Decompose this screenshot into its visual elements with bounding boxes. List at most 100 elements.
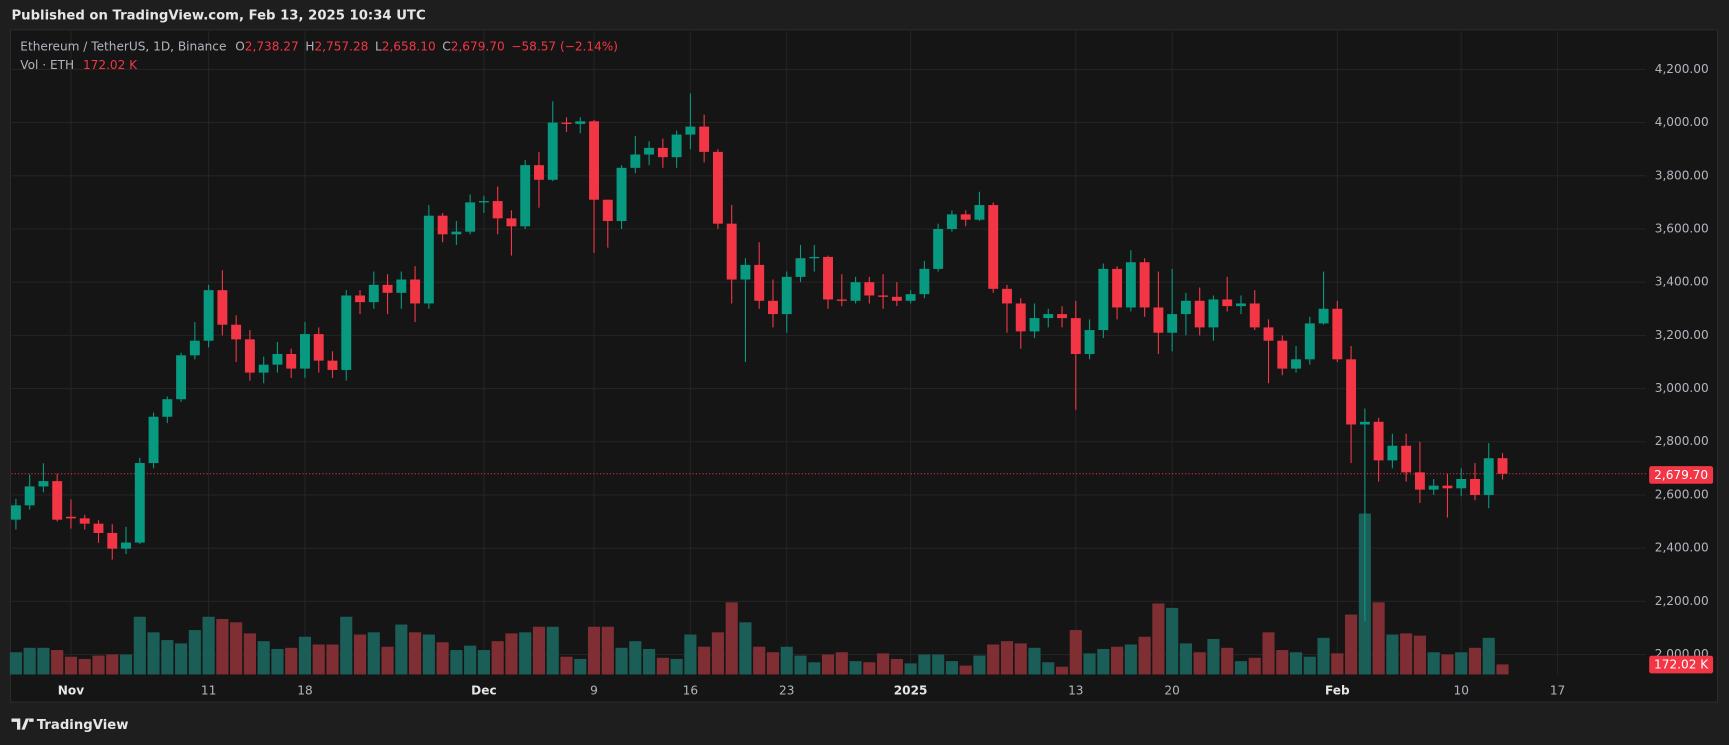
volume-bar	[1124, 644, 1137, 675]
price-label: 2,679.70	[1654, 468, 1708, 482]
volume-bar	[285, 647, 298, 675]
y-tick-label: 2,800.00	[1655, 434, 1709, 448]
volume-bar	[23, 647, 36, 675]
volume-bar	[1482, 637, 1495, 675]
candle-body	[520, 165, 531, 227]
candle-body	[244, 339, 255, 373]
volume-bar	[560, 656, 573, 675]
candle-body	[286, 353, 297, 369]
ohlc-value: 2,757.28	[314, 39, 368, 53]
volume-bar	[436, 642, 449, 675]
y-tick-label: 3,800.00	[1655, 168, 1709, 182]
volume-bar	[147, 632, 160, 675]
candle-body	[382, 284, 393, 293]
candle-body	[1153, 307, 1164, 333]
candle-body	[1277, 340, 1288, 369]
candle-body	[561, 122, 572, 124]
volume-bar	[1468, 647, 1482, 675]
candle-body	[1070, 318, 1081, 354]
y-tick-label: 3,400.00	[1655, 275, 1709, 289]
candle-body	[891, 296, 902, 301]
ohlc-value: 2,679.70	[451, 39, 505, 53]
volume-bar	[298, 636, 312, 675]
volume-bar	[257, 641, 270, 675]
candle-body	[341, 295, 352, 370]
candle-body	[121, 542, 131, 549]
volume-bar	[1055, 666, 1069, 675]
candle-body	[1194, 300, 1205, 328]
volume-bar	[395, 624, 408, 675]
candle-body	[1359, 421, 1370, 425]
volume-bar	[1193, 652, 1206, 675]
candle-body	[616, 167, 627, 222]
volume-bar	[1427, 652, 1440, 675]
volume-bar	[725, 602, 738, 675]
volume-bar	[959, 665, 972, 675]
volume-bar	[615, 647, 628, 675]
volume-bar	[78, 658, 91, 675]
candle-body	[1442, 485, 1453, 489]
volume-bar	[684, 634, 697, 675]
candle-body	[258, 364, 269, 373]
candle-body	[1332, 308, 1343, 360]
volume-bar	[987, 644, 1000, 675]
x-tick-label: Feb	[1325, 683, 1350, 697]
volume-bar	[890, 658, 903, 675]
candle-body	[1015, 303, 1026, 332]
candle-body	[878, 295, 889, 297]
x-tick-label: Nov	[58, 683, 84, 697]
volume-bar	[546, 626, 559, 675]
candle-body	[52, 481, 63, 520]
candle-body	[1002, 288, 1012, 304]
candle-body	[465, 202, 476, 232]
volume-bar	[904, 663, 917, 675]
volume-bar	[1207, 638, 1220, 675]
y-tick-label: 3,000.00	[1655, 381, 1709, 395]
x-tick-label: 20	[1164, 683, 1179, 697]
volume-bar	[753, 646, 766, 675]
candle-body	[575, 121, 586, 124]
volume-bar	[9, 652, 22, 675]
candle-body	[534, 165, 544, 180]
candle-body	[313, 334, 324, 361]
volume-bar	[877, 653, 890, 675]
volume-bar	[849, 661, 862, 675]
candle-body	[933, 228, 944, 269]
volume-bar	[450, 650, 463, 675]
candle-body	[602, 199, 613, 222]
volume-bar	[409, 632, 422, 675]
candle-body	[754, 264, 765, 301]
y-tick-label: 4,000.00	[1655, 115, 1709, 129]
volume-bar	[505, 633, 518, 675]
candle-body	[93, 523, 104, 533]
volume-bar	[587, 626, 601, 675]
candle-body	[589, 121, 599, 200]
change: −58.57 (−2.14%)	[511, 39, 618, 53]
y-tick-label: 2,200.00	[1655, 594, 1709, 608]
volume-legend: Vol · ETH 172.02 K	[20, 58, 138, 72]
volume-bar	[92, 655, 105, 675]
volume-bar	[64, 656, 78, 675]
volume-bar	[422, 634, 435, 675]
y-tick-label: 2,600.00	[1655, 487, 1709, 501]
ohlc-key: H	[305, 39, 314, 53]
candle-body	[905, 294, 916, 301]
candle-body	[66, 516, 76, 519]
candle-body	[781, 276, 792, 315]
volume-bar	[1028, 647, 1041, 675]
volume-bar	[643, 648, 656, 675]
volume-bar	[133, 616, 146, 675]
candle-body	[1483, 458, 1494, 495]
volume-bar	[1111, 646, 1124, 675]
candle-body	[189, 340, 200, 356]
volume-bar	[51, 650, 64, 675]
candle-body	[478, 201, 489, 203]
y-tick-label: 3,600.00	[1655, 221, 1709, 235]
volume-bar	[1289, 652, 1303, 675]
candle-body	[823, 256, 833, 300]
candle-body	[451, 231, 462, 235]
candle-body	[506, 218, 517, 227]
candle-body	[1456, 478, 1467, 489]
candle-body	[671, 134, 682, 158]
